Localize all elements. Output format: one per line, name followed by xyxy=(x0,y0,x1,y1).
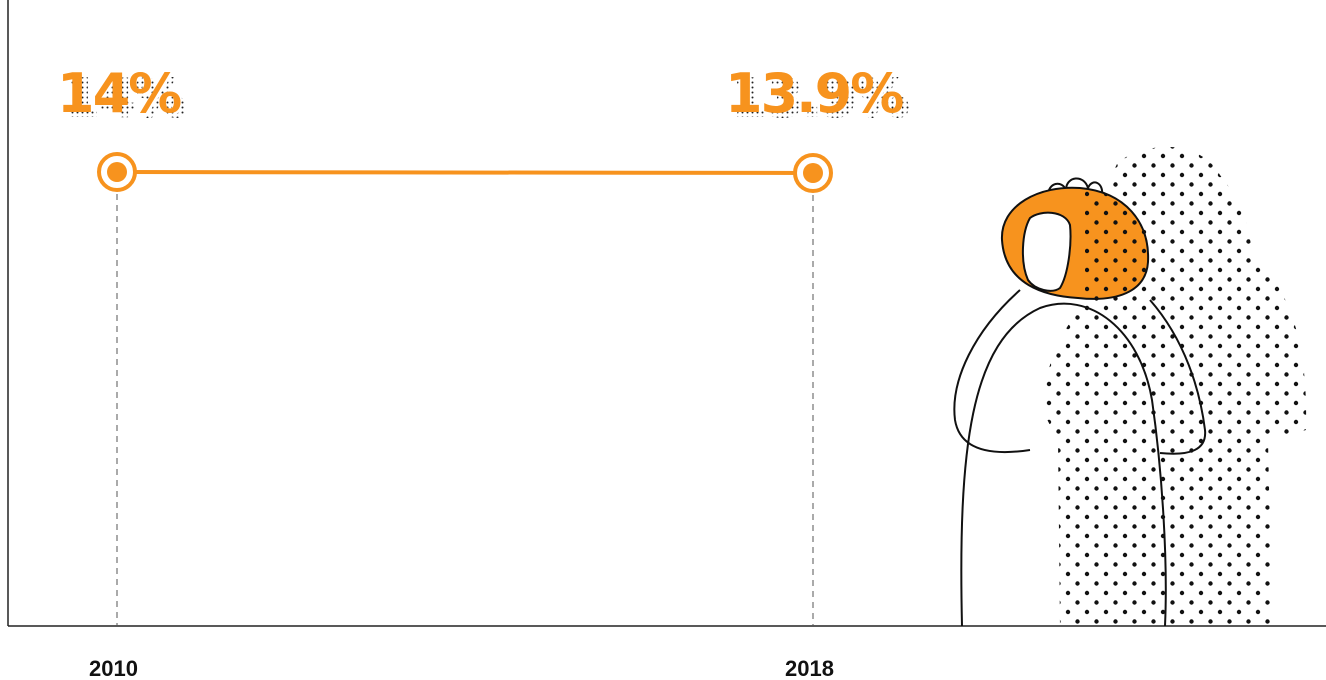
svg-text:14%: 14% xyxy=(57,62,181,125)
x-tick-2018: 2018 xyxy=(785,656,834,680)
x-tick-2010: 2010 xyxy=(89,656,138,680)
svg-text:14%: 14% xyxy=(63,67,187,130)
hand xyxy=(1021,211,1072,292)
arm xyxy=(953,289,1207,455)
svg-text:13.9%: 13.9% xyxy=(731,67,909,130)
data-point-2018 xyxy=(793,153,833,193)
data-label-2018: 13.9% 13.9% xyxy=(725,62,911,130)
svg-text:13.9%: 13.9% xyxy=(725,62,903,125)
person-with-hands-on-face-icon xyxy=(953,146,1307,627)
series-line xyxy=(116,170,814,175)
body xyxy=(960,302,1167,627)
data-point-2010 xyxy=(97,152,137,192)
dotted-shadow xyxy=(1042,146,1307,626)
data-label-2010: 14% 14% xyxy=(57,62,189,130)
